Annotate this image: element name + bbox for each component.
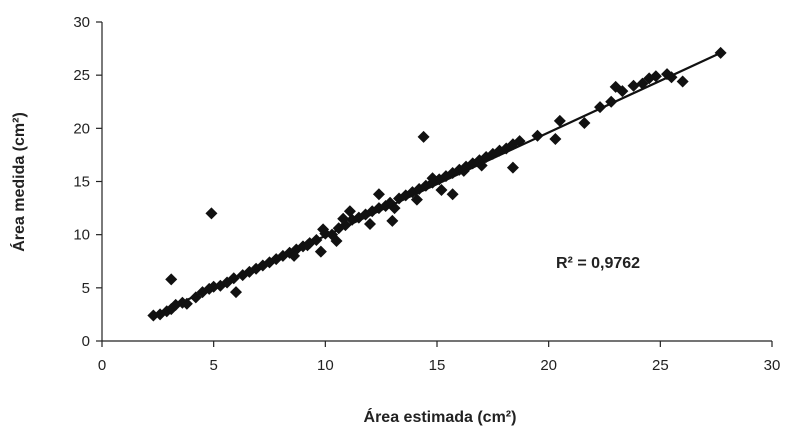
data-point [627, 79, 640, 92]
data-point [506, 161, 519, 174]
data-point [343, 205, 356, 218]
y-tick-label: 30 [73, 14, 90, 31]
y-axis-label: Área medida (cm²) [9, 112, 28, 252]
data-point [417, 130, 430, 143]
data-point [314, 245, 327, 258]
data-point [384, 196, 397, 209]
data-point [553, 114, 566, 127]
y-tick-label: 5 [82, 280, 90, 297]
x-axis-label: Área estimada (cm²) [364, 407, 517, 426]
x-tick-label: 10 [317, 357, 334, 374]
y-tick-label: 0 [82, 333, 90, 350]
y-tick-label: 10 [73, 227, 90, 244]
x-tick-label: 5 [209, 357, 217, 374]
data-point [446, 188, 459, 201]
y-tick-label: 20 [73, 120, 90, 137]
x-tick-label: 20 [540, 357, 557, 374]
data-point [578, 117, 591, 130]
data-point [330, 235, 343, 248]
data-point [435, 184, 448, 197]
data-point [616, 85, 629, 98]
y-ticks: 0 5 10 15 20 25 30 [73, 14, 102, 350]
data-point [676, 75, 689, 88]
x-tick-label: 25 [652, 357, 669, 374]
x-tick-label: 15 [429, 357, 446, 374]
x-tick-label: 30 [764, 357, 781, 374]
data-point [386, 214, 399, 227]
data-point [317, 223, 330, 236]
data-point [205, 207, 218, 220]
data-point [230, 286, 242, 299]
data-point [649, 70, 662, 83]
data-point [410, 193, 423, 206]
y-tick-label: 15 [73, 174, 90, 191]
data-point [364, 218, 376, 231]
data-point [337, 212, 350, 225]
x-tick-label: 0 [98, 357, 106, 374]
x-ticks: 0 5 10 15 20 25 30 [98, 341, 781, 374]
data-point [165, 273, 178, 286]
data-point [426, 172, 439, 185]
data-point [372, 188, 385, 201]
r-squared-annotation: R² = 0,9762 [556, 255, 640, 272]
y-tick-label: 25 [73, 67, 90, 84]
data-point [549, 132, 562, 145]
trendline [152, 51, 722, 317]
